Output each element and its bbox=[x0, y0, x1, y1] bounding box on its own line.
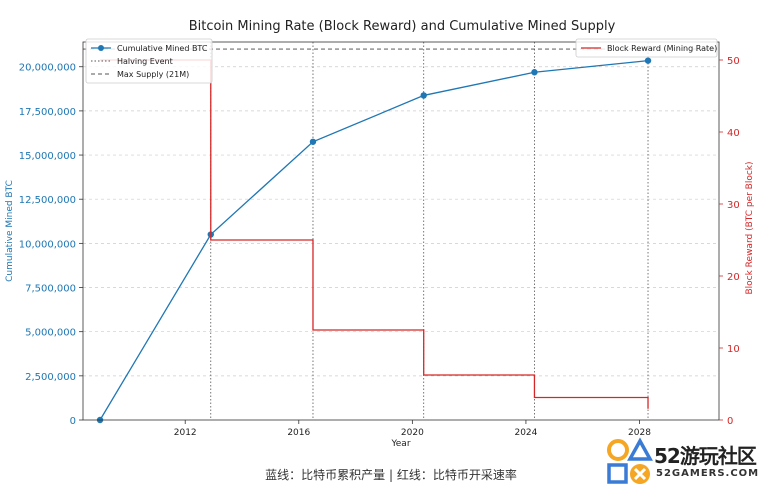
watermark: 52游玩社区 52GAMERS.COM bbox=[604, 434, 782, 490]
y-right-tick-label: 40 bbox=[727, 128, 740, 139]
watermark-logo-icon bbox=[607, 437, 653, 484]
series-line bbox=[99, 60, 649, 421]
legend-label: Max Supply (21M) bbox=[117, 70, 189, 79]
y-axis-label-left: Cumulative Mined BTC bbox=[5, 180, 15, 282]
y-left-tick-label: 7,500,000 bbox=[25, 284, 76, 295]
data-point bbox=[420, 92, 427, 99]
y-left-tick-label: 17,500,000 bbox=[19, 107, 76, 118]
legend-label: Cumulative Mined BTC bbox=[117, 44, 208, 53]
legend-box bbox=[575, 38, 718, 58]
x-tick-label: 2028 bbox=[628, 428, 651, 438]
grid bbox=[83, 66, 719, 377]
data-point bbox=[531, 69, 538, 76]
y-left-tick-label: 20,000,000 bbox=[19, 63, 76, 74]
watermark-subtext: 52GAMERS.COM bbox=[656, 468, 760, 479]
plot-frame bbox=[82, 41, 720, 421]
x-tick-label: 2012 bbox=[174, 428, 197, 438]
x-axis-label: Year bbox=[390, 439, 410, 449]
legend-label: Halving Event bbox=[117, 57, 173, 66]
legend-box bbox=[85, 38, 213, 84]
y-right-tick-label: 10 bbox=[727, 344, 740, 355]
halving-lines bbox=[83, 42, 719, 420]
y-left-tick-label: 5,000,000 bbox=[25, 328, 76, 339]
caption: 蓝线：比特币累积产量 | 红线：比特币开采速率 bbox=[265, 468, 517, 482]
y-left-tick-label: 0 bbox=[70, 416, 76, 427]
y-axis-label-right: Block Reward (BTC per Block) bbox=[745, 161, 755, 294]
y-left-tick-label: 10,000,000 bbox=[19, 239, 76, 250]
data-point bbox=[309, 138, 317, 145]
data-point bbox=[644, 57, 652, 64]
axis-ticks: 0 2,500,000 5,000,000 7,500,000 10,000,000 12… bbox=[19, 56, 740, 438]
y-right-tick-label: 50 bbox=[727, 56, 740, 67]
y-left-tick-label: 2,500,000 bbox=[25, 372, 76, 383]
legend-left: Cumulative Mined BTC Halving Event Max Sup… bbox=[85, 38, 213, 84]
y-left-tick-label: 15,000,000 bbox=[19, 151, 76, 162]
legend-marker bbox=[98, 45, 104, 51]
y-left-tick-label: 12,500,000 bbox=[19, 195, 76, 206]
legend-label: Block Reward (Mining Rate) bbox=[607, 44, 717, 53]
y-right-tick-label: 30 bbox=[727, 200, 740, 211]
chart-title: Bitcoin Mining Rate (Block Reward) and C… bbox=[189, 19, 616, 34]
legend-right: Block Reward (Mining Rate) bbox=[575, 38, 718, 58]
watermark-text: 52游玩社区 bbox=[654, 444, 757, 468]
y-right-tick-label: 20 bbox=[727, 272, 740, 283]
x-tick-label: 2020 bbox=[401, 428, 424, 438]
x-tick-label: 2024 bbox=[514, 428, 537, 438]
series-line bbox=[100, 59, 649, 409]
x-tick-label: 2016 bbox=[287, 428, 310, 438]
y-right-tick-label: 0 bbox=[727, 416, 733, 427]
series-layer bbox=[96, 57, 652, 424]
